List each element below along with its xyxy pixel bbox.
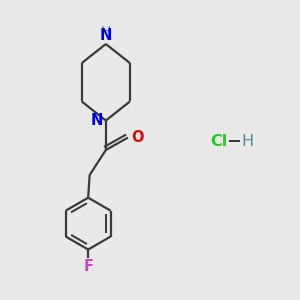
Text: H: H [241, 134, 254, 149]
Text: H: H [100, 25, 111, 39]
Text: N: N [91, 113, 104, 128]
Text: O: O [131, 130, 144, 145]
Text: N: N [100, 28, 112, 44]
Text: Cl: Cl [210, 134, 228, 149]
Text: F: F [83, 259, 93, 274]
